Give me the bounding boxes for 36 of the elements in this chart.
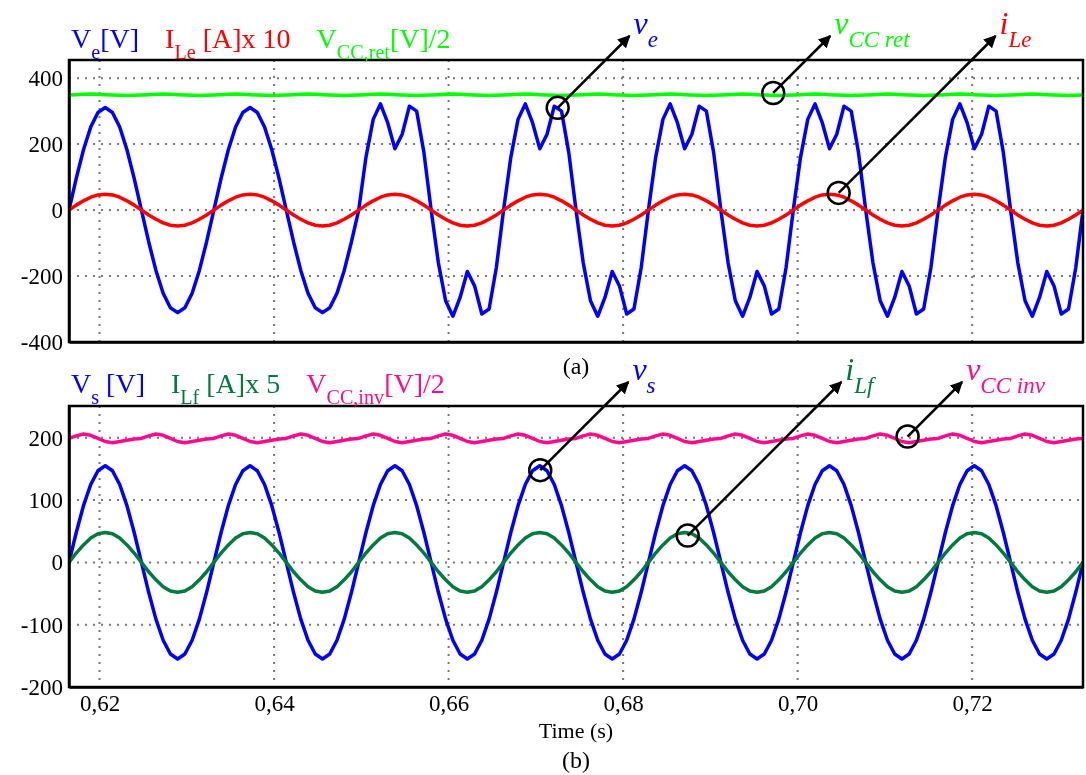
text: (b)	[562, 747, 590, 773]
annotation: i$_{Le}$	[999, 5, 1032, 52]
series-label: V$_{e}$[V]	[71, 23, 140, 63]
annotation: v$_{CC ret}$	[834, 5, 911, 52]
line-series	[69, 102, 1083, 319]
line-series	[69, 464, 1083, 661]
line-series	[69, 432, 1083, 445]
x-tick-label: 0,68	[603, 691, 644, 717]
annotation: v$_{e}$	[633, 5, 658, 52]
y-tick-label: 0	[51, 197, 63, 223]
x-tick-label: 0,62	[79, 691, 121, 717]
annotation: v$_{CC inv}$	[966, 351, 1046, 398]
y-tick-label: -200	[20, 674, 63, 700]
series-label: V$_{CC,inv}$[V]/2	[306, 368, 445, 408]
x-tick-label: 0,70	[778, 691, 819, 717]
y-tick-label: 400	[28, 66, 63, 91]
text: I$_{Lf}$ [A]x 5	[170, 368, 281, 408]
text: I$_{Le}$ [A]x 10	[165, 23, 291, 63]
series-label: V$_{CC,ret}$[V]/2	[316, 23, 451, 63]
y-tick-label: -100	[20, 612, 63, 638]
y-tick-label: 100	[28, 487, 63, 513]
x-axis-title: Time (s)	[538, 718, 614, 743]
x-tick-label: 0,66	[428, 691, 470, 717]
y-tick-label: -400	[20, 329, 63, 355]
line-series	[69, 192, 1083, 228]
annotation: i$_{Lf}$	[845, 351, 877, 398]
y-tick-label: 0	[51, 550, 63, 576]
text: V$_{s}$ [V]	[71, 368, 145, 408]
text: (a)	[562, 353, 590, 379]
y-tick-label: -200	[20, 263, 63, 289]
y-tick-label: 200	[28, 131, 63, 157]
annotation: v$_{s}$	[632, 351, 656, 398]
x-tick-label: 0,72	[952, 691, 993, 717]
line-series	[69, 530, 1083, 595]
y-tick-label: 200	[28, 425, 63, 451]
x-tick-label: 0,64	[254, 691, 296, 717]
